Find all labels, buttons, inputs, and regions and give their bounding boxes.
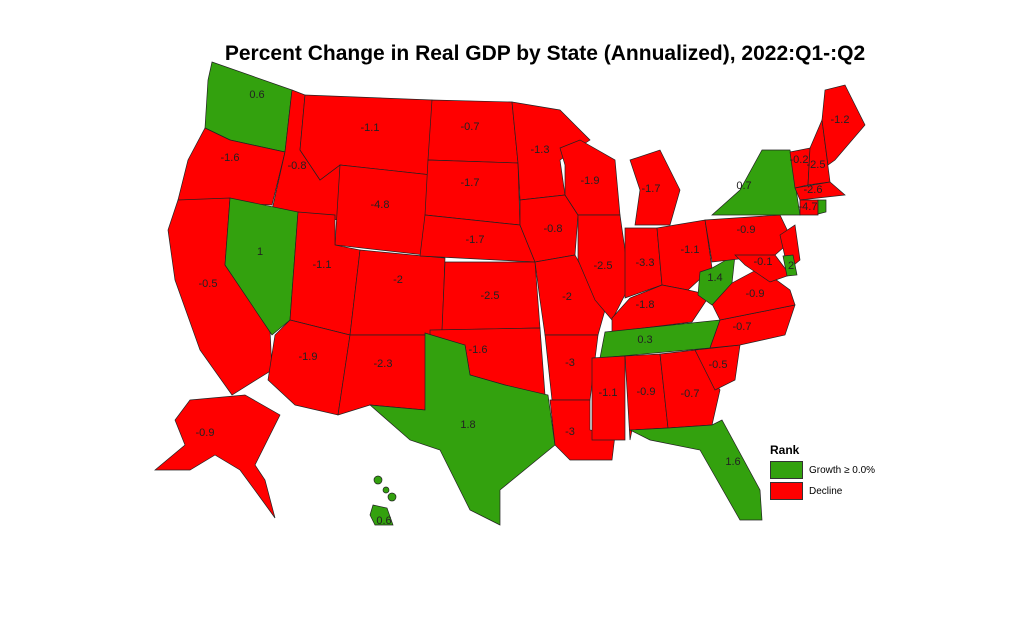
state-value-label-nv: 1 xyxy=(257,246,263,258)
state-value-label-ky: -1.8 xyxy=(636,299,655,311)
state-value-label-id: -0.8 xyxy=(288,160,307,172)
state-value-label-nd: -0.7 xyxy=(461,121,480,133)
state-nm xyxy=(337,334,431,416)
state-value-label-ma: -2.6 xyxy=(804,184,823,196)
state-value-label-ms: -1.1 xyxy=(599,387,618,399)
state-sd xyxy=(424,159,521,226)
state-fl xyxy=(628,419,763,521)
state-mi xyxy=(629,149,681,226)
state-value-label-la: -3 xyxy=(565,426,575,438)
state-ny xyxy=(711,149,801,216)
state-value-label-wy: -4.8 xyxy=(371,199,390,211)
state-value-label-wa: 0.6 xyxy=(249,89,264,101)
legend-swatch-growth xyxy=(770,461,803,479)
state-value-label-ut: -1.1 xyxy=(313,259,332,271)
state-ma xyxy=(794,181,846,201)
state-value-label-ct: -4.7 xyxy=(799,201,818,213)
hawaii-island xyxy=(382,486,390,494)
state-value-label-ia: -0.8 xyxy=(544,223,563,235)
state-de xyxy=(782,254,798,277)
map-title: Percent Change in Real GDP by State (Ann… xyxy=(224,42,866,65)
state-value-label-md: -0.1 xyxy=(754,256,773,268)
legend-item-growth: Growth ≥ 0.0% xyxy=(770,461,875,479)
state-value-label-de: 2 xyxy=(788,260,794,272)
state-value-label-mn: -1.3 xyxy=(531,144,550,156)
state-value-label-va: -0.9 xyxy=(746,288,765,300)
state-value-label-hi: 0.6 xyxy=(376,515,391,527)
legend-swatch-decline xyxy=(770,482,803,500)
state-value-label-ks: -2.5 xyxy=(481,290,500,302)
state-value-label-ak: -0.9 xyxy=(196,427,215,439)
state-value-label-tx: 1.8 xyxy=(460,419,475,431)
state-md xyxy=(734,254,791,283)
state-ct xyxy=(799,199,819,216)
legend: Rank Growth ≥ 0.0% Decline xyxy=(770,443,875,503)
state-value-label-ny: 0.7 xyxy=(736,180,751,192)
state-mn xyxy=(511,101,591,201)
state-value-label-nh: -2.5 xyxy=(807,159,826,171)
state-me xyxy=(821,84,866,166)
state-value-label-ok: -1.6 xyxy=(469,344,488,356)
state-value-label-sd: -1.7 xyxy=(461,177,480,189)
state-value-label-co: -2 xyxy=(393,274,403,286)
state-value-label-mt: -1.1 xyxy=(361,122,380,134)
state-value-label-nc: -0.7 xyxy=(733,321,752,333)
state-az xyxy=(267,319,351,416)
state-ak xyxy=(154,394,281,519)
state-value-label-me: -1.2 xyxy=(831,114,850,126)
state-nv xyxy=(224,197,299,336)
state-ri xyxy=(817,199,827,215)
state-value-label-oh: -1.1 xyxy=(681,244,700,256)
state-co xyxy=(349,249,446,336)
state-value-label-il: -2.5 xyxy=(594,260,613,272)
state-value-label-or: -1.6 xyxy=(221,152,240,164)
state-value-label-az: -1.9 xyxy=(299,351,318,363)
legend-label-growth: Growth ≥ 0.0% xyxy=(809,464,876,476)
state-value-label-vt: -0.2 xyxy=(790,154,809,166)
state-wv xyxy=(697,254,736,306)
hawaii-island xyxy=(373,475,383,485)
state-tx xyxy=(368,332,556,526)
legend-label-decline: Decline xyxy=(809,485,843,497)
state-value-label-sc: -0.5 xyxy=(709,359,728,371)
state-value-label-ca: -0.5 xyxy=(199,278,218,290)
state-value-label-mo: -2 xyxy=(562,291,572,303)
state-value-label-ar: -3 xyxy=(565,357,575,369)
state-value-label-al: -0.9 xyxy=(637,386,656,398)
state-la xyxy=(549,399,616,461)
state-value-label-pa: -0.9 xyxy=(737,224,756,236)
state-value-label-ne: -1.7 xyxy=(466,234,485,246)
state-nc xyxy=(709,304,796,349)
state-value-label-mi: -1.7 xyxy=(642,183,661,195)
state-or xyxy=(177,127,286,206)
state-value-label-in: -3.3 xyxy=(636,257,655,269)
state-ms xyxy=(591,355,626,441)
state-value-label-fl: 1.6 xyxy=(725,456,740,468)
state-mt xyxy=(299,94,433,181)
state-value-label-wi: -1.9 xyxy=(581,175,600,187)
hawaii-island xyxy=(387,492,397,502)
state-value-label-ga: -0.7 xyxy=(681,388,700,400)
legend-title: Rank xyxy=(770,443,800,457)
state-hi xyxy=(369,504,394,526)
legend-item-decline: Decline xyxy=(770,482,875,500)
state-value-label-wv: 1.4 xyxy=(707,272,722,284)
state-value-label-nm: -2.3 xyxy=(374,358,393,370)
state-value-label-tn: 0.3 xyxy=(637,334,652,346)
